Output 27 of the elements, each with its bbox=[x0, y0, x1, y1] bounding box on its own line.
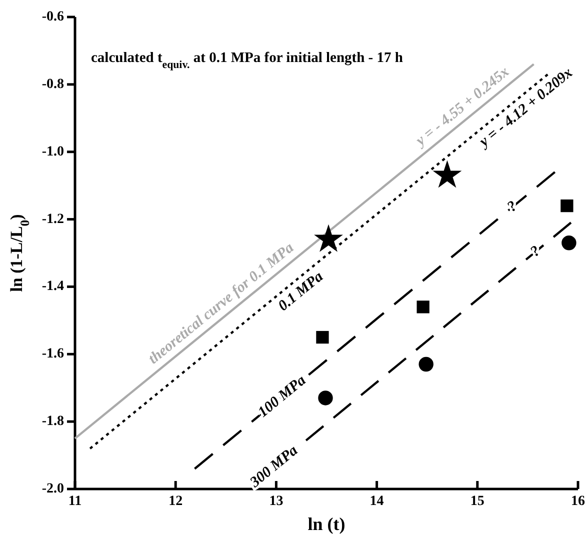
point bbox=[316, 330, 329, 344]
point bbox=[418, 356, 434, 372]
y-tick-label: -1.6 bbox=[42, 346, 64, 362]
x-axis-title: ln (t) bbox=[308, 514, 346, 534]
point bbox=[560, 199, 574, 212]
point bbox=[318, 390, 333, 406]
y-tick-label: -0.8 bbox=[42, 76, 64, 92]
y-tick-label: -1.4 bbox=[42, 279, 64, 294]
x-tick-label: 16 bbox=[571, 494, 585, 509]
x-tick-label: 14 bbox=[370, 494, 384, 509]
x-tick-label: 13 bbox=[269, 494, 284, 509]
x-tick-label: 11 bbox=[68, 494, 82, 509]
point bbox=[416, 300, 430, 314]
y-tick-label: -2.0 bbox=[42, 482, 64, 496]
text: calculated t$_{equiv.}$ at 0.1 MPa for initial length - 17 h bbox=[91, 50, 403, 71]
y-tick-label: -1.0 bbox=[42, 144, 64, 160]
point bbox=[432, 160, 462, 188]
x-tick-label: 12 bbox=[168, 494, 183, 509]
y-tick-label: -1.2 bbox=[42, 212, 64, 227]
annotation: ? bbox=[504, 198, 521, 216]
annotation: 0.1 MPa bbox=[276, 268, 327, 314]
y-tick-label: -1.8 bbox=[42, 414, 64, 430]
point bbox=[562, 236, 576, 250]
point bbox=[314, 224, 343, 252]
x-tick-label: 15 bbox=[470, 494, 484, 509]
annotation: ? bbox=[528, 243, 544, 260]
y-tick-label: -0.6 bbox=[42, 10, 64, 24]
